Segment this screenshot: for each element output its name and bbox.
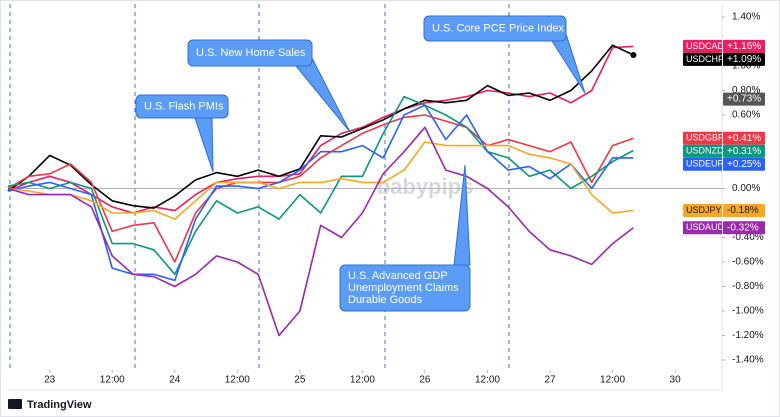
value-label: +1.16%	[727, 41, 761, 52]
legend-label: USDEUR	[686, 159, 725, 169]
badge-name-box	[683, 221, 722, 235]
badge-value-box	[723, 144, 765, 158]
annotation: U.S. Flash PMIs	[135, 94, 229, 173]
y-tick-label: -1.40%	[732, 355, 764, 366]
annotation-cover	[189, 41, 311, 65]
series-line	[7, 95, 634, 276]
x-tick-label: 24	[169, 375, 181, 386]
annotation-text: U.S. Core PCE Price Index	[432, 22, 565, 34]
badge-value-box	[723, 52, 765, 66]
y-tick-label: -0.60%	[732, 257, 764, 268]
legend-label: USDCAD	[686, 41, 725, 51]
y-tick-label: -1.20%	[732, 330, 764, 341]
annotation-cover	[341, 266, 469, 310]
y-tick-label: 0.60%	[732, 110, 760, 121]
brand: TradingView	[8, 399, 92, 411]
marker-badge	[723, 92, 765, 106]
y-tick-label: 0.00%	[732, 183, 760, 194]
y-tick-label: 1.00%	[732, 61, 760, 72]
annotation-cover	[137, 96, 227, 117]
badge-value-box	[723, 221, 765, 235]
series-line	[7, 104, 634, 282]
series-line	[7, 44, 634, 209]
badge-name-box	[683, 204, 722, 218]
x-tick-label: 25	[294, 375, 306, 386]
value-label: +0.41%	[727, 133, 761, 144]
x-tick-label: 12:00	[350, 375, 375, 386]
badge-name-box	[683, 144, 722, 158]
annotation-cover	[425, 17, 565, 40]
legend-label: USDCHF	[686, 54, 724, 64]
marker-label: +0.73%	[727, 94, 761, 105]
badge-value-box	[723, 157, 765, 171]
y-tick-label: -1.00%	[732, 306, 764, 317]
value-label: -0.18%	[727, 205, 759, 216]
y-tick-label: -0.80%	[732, 281, 764, 292]
x-tick-label: 23	[44, 375, 56, 386]
x-tick-label: 26	[419, 375, 431, 386]
annotation: U.S. Core PCE Price Index	[423, 15, 586, 94]
badge-name-box	[683, 39, 722, 53]
legend-label: USDAUD	[686, 222, 725, 232]
value-label: +0.25%	[727, 159, 761, 170]
value-label: +0.31%	[727, 146, 761, 157]
x-tick-label: 12:00	[225, 375, 250, 386]
x-tick-label: 12:00	[600, 375, 625, 386]
badge-name-box	[683, 157, 722, 171]
annotation: U.S. New Home Sales	[187, 39, 351, 133]
end-point	[630, 51, 637, 58]
annotation-text: U.S. New Home Sales	[196, 47, 306, 59]
legend-label: USDNZD	[686, 146, 724, 156]
annotation-text: Unemployment Claims	[348, 282, 459, 294]
annotation-text: Durable Goods	[348, 294, 422, 306]
badge-value-box	[723, 131, 765, 145]
badge-name-box	[683, 52, 722, 66]
badge-name-box	[683, 131, 722, 145]
series-line	[7, 45, 634, 214]
badge-value-box	[723, 204, 765, 218]
brand-name: TradingView	[27, 399, 92, 411]
y-tick-label: 1.40%	[732, 12, 760, 23]
series-line	[7, 126, 634, 337]
value-label: -0.32%	[727, 222, 759, 233]
y-tick-label: -0.40%	[732, 232, 764, 243]
y-tick-label: 0.80%	[732, 85, 760, 96]
series-line	[7, 141, 634, 220]
x-tick-label: 12:00	[475, 375, 500, 386]
legend-label: USDJPY	[686, 205, 722, 215]
legend-label: USDGBP	[686, 133, 724, 143]
badge-value-box	[723, 39, 765, 53]
annotation-text: U.S. Flash PMIs	[144, 100, 224, 112]
annotation-text: U.S. Advanced GDP	[348, 270, 448, 282]
x-tick-label: 12:00	[100, 375, 125, 386]
brand-logo	[8, 399, 22, 409]
watermark: babypips	[377, 174, 474, 199]
value-label: +1.09%	[727, 54, 761, 65]
x-tick-label: 27	[544, 375, 556, 386]
x-tick-label: 30	[670, 375, 682, 386]
series-line	[7, 114, 634, 263]
